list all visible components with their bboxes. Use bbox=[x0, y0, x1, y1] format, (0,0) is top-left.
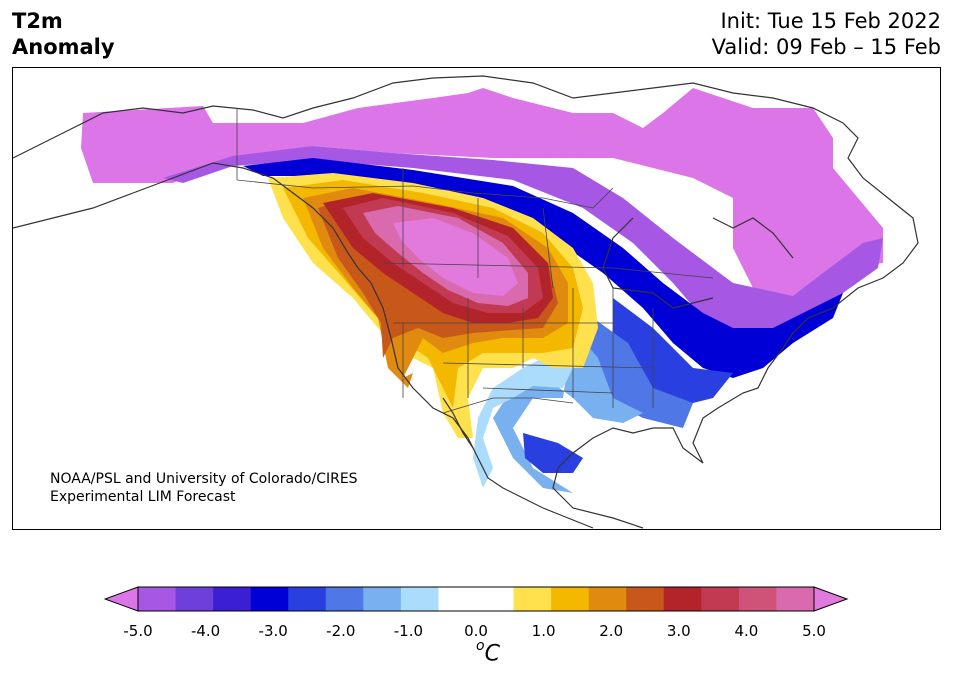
attribution: NOAA/PSL and University of Colorado/CIRE… bbox=[50, 470, 358, 506]
colorbar-segment bbox=[438, 587, 477, 611]
colorbar-segment bbox=[738, 587, 777, 611]
colorbar-segment bbox=[363, 587, 402, 611]
cold-anomaly-blue bbox=[243, 158, 843, 378]
colorbar-tick-label: 3.0 bbox=[666, 622, 691, 640]
map-panel: NOAA/PSL and University of Colorado/CIRE… bbox=[12, 67, 941, 530]
unit-degree: o bbox=[476, 638, 485, 654]
colorbar-outline bbox=[137, 586, 815, 612]
colorbar-segment bbox=[175, 587, 214, 611]
credit-line-2: Experimental LIM Forecast bbox=[50, 489, 236, 505]
colorbar-segment bbox=[476, 587, 515, 611]
colorbar-segment bbox=[288, 587, 327, 611]
valid-range: Valid: 09 Feb – 15 Feb bbox=[711, 35, 941, 59]
colorbar-tick-label: -5.0 bbox=[123, 622, 153, 640]
colorbar-tick-label: 0.0 bbox=[464, 622, 488, 640]
colorbar-segment bbox=[663, 587, 702, 611]
colorbar-tick-label: 2.0 bbox=[599, 622, 624, 640]
colorbar-tick-label: -1.0 bbox=[393, 622, 424, 640]
colorbar-segment bbox=[551, 587, 590, 611]
colorbar-extend-high bbox=[813, 586, 849, 612]
cold-anomaly-purple bbox=[163, 146, 883, 338]
colorbar-tick-label: -3.0 bbox=[258, 622, 288, 640]
colorbar-unit: oC bbox=[476, 638, 500, 667]
cool-anomaly-mexico bbox=[523, 433, 583, 473]
cool-anomaly-light bbox=[493, 328, 643, 493]
map-title: T2m Anomaly bbox=[12, 8, 115, 60]
title-line-1: T2m bbox=[12, 9, 63, 33]
colorbar-segment bbox=[626, 587, 665, 611]
colorbar bbox=[104, 586, 849, 612]
colorbar-segment bbox=[776, 587, 815, 611]
warm-anomaly-peak bbox=[393, 218, 518, 296]
colorbar-tick-label: -2.0 bbox=[326, 622, 356, 640]
colorbar-tick-label: 1.0 bbox=[531, 622, 556, 640]
anomaly-fill bbox=[81, 88, 883, 493]
colorbar-extend-low bbox=[104, 586, 139, 612]
state-borders bbox=[236, 108, 714, 414]
forecast-info: Init: Tue 15 Feb 2022 Valid: 09 Feb – 15… bbox=[712, 8, 941, 60]
credit-line-1: NOAA/PSL and University of Colorado/CIRE… bbox=[50, 471, 358, 487]
colorbar-segment bbox=[213, 587, 252, 611]
colorbar-segment bbox=[325, 587, 364, 611]
colorbar-segment bbox=[513, 587, 552, 611]
colorbar-segment bbox=[250, 587, 289, 611]
cold-anomaly-south bbox=[573, 318, 693, 428]
anomaly-map bbox=[13, 75, 919, 529]
coastlines bbox=[13, 75, 919, 529]
colorbar-tick-label: -4.0 bbox=[190, 622, 221, 640]
cold-anomaly-arctic bbox=[81, 88, 883, 298]
colorbar-segment bbox=[400, 587, 439, 611]
colorbar-tick-label: 4.0 bbox=[734, 622, 759, 640]
colorbar-segment bbox=[138, 587, 177, 611]
colorbar-tick-label: 5.0 bbox=[802, 622, 826, 640]
title-line-2: Anomaly bbox=[12, 35, 115, 59]
init-date: Init: Tue 15 Feb 2022 bbox=[720, 9, 941, 33]
unit-celsius: C bbox=[484, 641, 500, 667]
colorbar-segment bbox=[701, 587, 740, 611]
colorbar-segment bbox=[588, 587, 627, 611]
